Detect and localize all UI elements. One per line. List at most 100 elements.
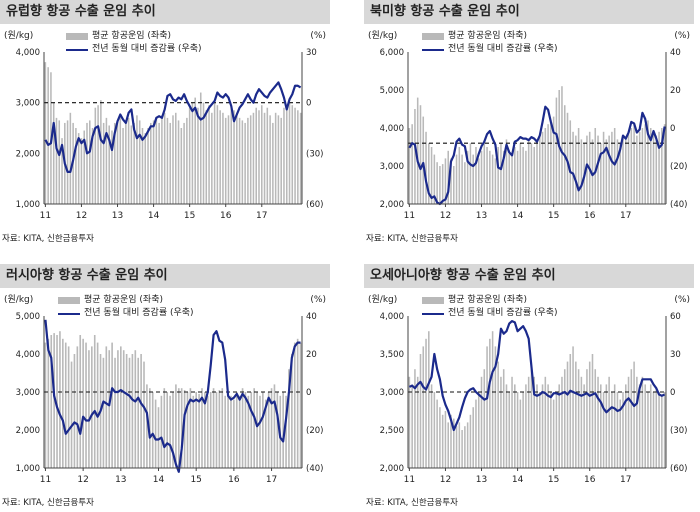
right-tick-label: 20 — [306, 350, 317, 360]
left-tick-label: 2,000 — [380, 200, 404, 210]
left-tick-label: 3,000 — [16, 99, 40, 109]
bar — [62, 338, 64, 468]
bar — [116, 120, 119, 204]
left-tick-label: 3,000 — [380, 162, 404, 172]
bar — [594, 128, 597, 204]
x-tick-label: 12 — [440, 211, 451, 221]
bar — [627, 131, 630, 204]
bar — [147, 128, 149, 204]
bar — [611, 131, 613, 204]
bar — [194, 97, 196, 204]
bar — [505, 384, 508, 468]
x-tick-label: 16 — [584, 211, 596, 221]
bar — [561, 86, 563, 204]
bar — [508, 392, 511, 468]
source-note: 자료: KITA, 신한금융투자 — [2, 498, 94, 508]
bar — [439, 407, 441, 468]
bar — [166, 392, 169, 468]
bar — [224, 117, 227, 204]
bar — [464, 162, 466, 204]
left-tick-label: 4,000 — [380, 312, 404, 322]
bar — [122, 350, 125, 468]
bar — [205, 110, 208, 204]
bar — [206, 395, 209, 468]
bar — [224, 395, 226, 468]
x-tick-label: 11 — [40, 211, 51, 221]
bar — [120, 346, 122, 468]
right-tick-label: 40 — [306, 312, 317, 322]
bar — [411, 124, 413, 204]
bar — [111, 342, 113, 468]
left-tick-label: 3,000 — [380, 388, 404, 398]
bar — [261, 105, 263, 204]
left-tick-label: 4,000 — [16, 350, 40, 360]
right-tick-label: (30) — [306, 149, 323, 159]
bar — [136, 115, 138, 204]
bar — [536, 139, 538, 204]
bar — [419, 105, 422, 204]
bar — [550, 120, 552, 204]
left-axis-unit: (원/kg) — [368, 294, 397, 305]
bar — [464, 426, 466, 468]
x-tick-label: 15 — [548, 475, 559, 485]
bar — [455, 426, 458, 468]
bar — [594, 369, 597, 468]
bar — [175, 384, 177, 468]
x-tick-label: 15 — [184, 211, 195, 221]
bar — [288, 369, 290, 468]
bar — [428, 331, 430, 468]
bar — [233, 399, 235, 468]
right-axis-unit: (%) — [674, 295, 690, 305]
bar — [530, 143, 533, 204]
bar — [552, 116, 555, 204]
bar — [591, 139, 594, 204]
bar — [466, 150, 469, 204]
bar — [422, 116, 425, 204]
bar — [221, 388, 224, 468]
bar — [180, 388, 183, 468]
bar — [411, 384, 413, 468]
bar — [177, 388, 180, 468]
bar — [416, 376, 419, 468]
bar — [119, 117, 122, 204]
bar — [450, 158, 452, 204]
left-tick-label: 2,000 — [16, 149, 40, 159]
bar — [630, 128, 633, 204]
legend-line-swatch — [66, 48, 88, 51]
bar — [166, 117, 169, 204]
bar — [219, 110, 221, 204]
bar — [638, 384, 641, 468]
bar — [480, 376, 483, 468]
bar — [198, 393, 200, 468]
bar — [141, 128, 144, 204]
x-tick-label: 17 — [620, 475, 631, 485]
x-tick-label: 15 — [548, 211, 559, 221]
bar — [622, 135, 624, 204]
bar — [558, 384, 560, 468]
bar — [69, 112, 72, 204]
bar — [580, 376, 583, 468]
bar — [633, 361, 635, 468]
x-tick-label: 12 — [77, 475, 88, 485]
bar — [285, 105, 288, 204]
bar — [608, 376, 610, 468]
bar — [444, 411, 447, 468]
bar — [616, 139, 619, 204]
bar — [586, 369, 588, 468]
bar — [299, 342, 302, 468]
x-tick-label: 13 — [112, 211, 123, 221]
left-tick-label: 2,500 — [380, 426, 404, 436]
chart-north-america: (원/kg) (%) 2,000 3,000 4,000 5,000 6,000 (40) (2… — [368, 30, 690, 221]
bar — [186, 117, 188, 204]
legend-line-label: 전년 동월 대비 증감률 (우축) — [92, 44, 202, 54]
panel-north-america: 북미향 항공 수출 운임 추이 (원/kg) (%) 2,000 3,000 4,000… — [364, 0, 694, 246]
bar — [494, 346, 497, 468]
yoy-growth-line — [44, 319, 301, 473]
bar — [213, 102, 216, 204]
bar — [94, 107, 97, 204]
bar — [497, 361, 499, 468]
left-tick-label: 1,000 — [16, 464, 40, 474]
bar — [102, 122, 105, 204]
bar — [212, 388, 215, 468]
bar — [641, 128, 644, 204]
